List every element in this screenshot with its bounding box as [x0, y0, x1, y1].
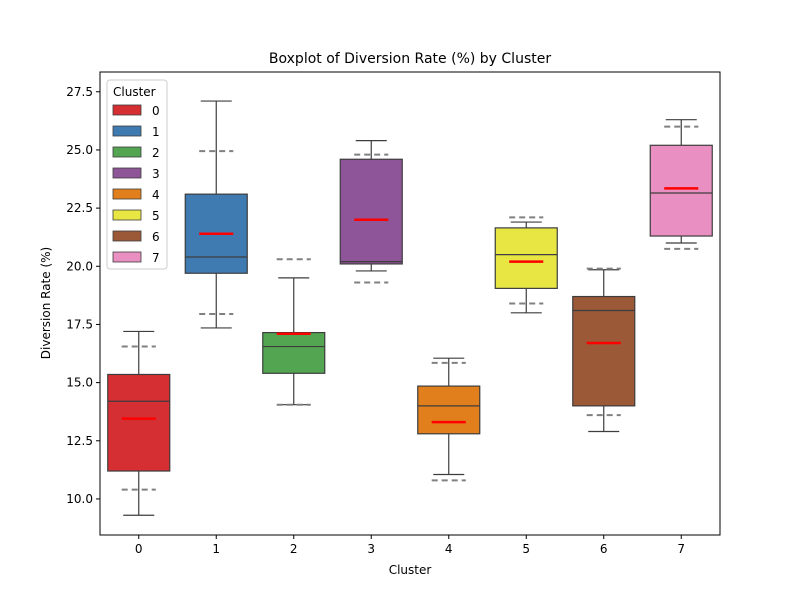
box-iqr — [262, 331, 326, 374]
box-cluster-2 — [262, 258, 326, 406]
y-tick-label: 20.0 — [66, 259, 93, 273]
y-tick-label: 17.5 — [66, 317, 93, 331]
legend-swatch-5 — [112, 209, 142, 221]
x-tick-label: 0 — [135, 542, 143, 556]
box-cluster-1 — [184, 100, 248, 329]
legend-swatch-6 — [112, 230, 142, 242]
legend-label-0: 0 — [152, 104, 160, 118]
legend-title: Cluster — [113, 85, 156, 99]
legend-label-7: 7 — [152, 251, 160, 265]
box-iqr — [339, 158, 403, 265]
x-tick-label: 3 — [367, 542, 375, 556]
legend-label-3: 3 — [152, 167, 160, 181]
y-tick-label: 22.5 — [66, 201, 93, 215]
x-tick-label: 7 — [677, 542, 685, 556]
legend-label-1: 1 — [152, 125, 160, 139]
x-axis-label: Cluster — [389, 563, 432, 577]
y-tick-label: 15.0 — [66, 376, 93, 390]
legend-swatch-3 — [112, 167, 142, 179]
plot-area: 10.0 12.5 15.0 17.5 20.0 22.5 25.0 27.5 0 1 2 3 4 5 6 7 — [66, 71, 721, 556]
box-iqr — [417, 385, 481, 435]
box-iqr — [572, 295, 636, 407]
legend-label-4: 4 — [152, 188, 160, 202]
box-iqr — [494, 227, 558, 289]
box-cluster-4 — [417, 357, 481, 482]
y-tick-label: 10.0 — [66, 492, 93, 506]
y-tick-label: 27.5 — [66, 85, 93, 99]
x-tick-label: 2 — [290, 542, 298, 556]
legend-label-5: 5 — [152, 209, 160, 223]
legend-swatch-4 — [112, 188, 142, 200]
legend-swatch-1 — [112, 125, 142, 137]
legend-label-2: 2 — [152, 146, 160, 160]
box-cluster-0 — [107, 330, 171, 516]
box-iqr — [107, 373, 171, 472]
legend-label-6: 6 — [152, 230, 160, 244]
y-axis-label: Diversion Rate (%) — [39, 247, 53, 359]
box-cluster-5 — [494, 216, 558, 314]
box-cluster-7 — [649, 119, 713, 250]
box-iqr — [649, 144, 713, 237]
x-tick-label: 5 — [522, 542, 530, 556]
plot-frame — [99, 71, 721, 536]
legend-swatch-2 — [112, 146, 142, 158]
box-cluster-6 — [572, 267, 636, 433]
x-tick-label: 4 — [445, 542, 453, 556]
x-tick-label: 1 — [212, 542, 220, 556]
legend-swatch-0 — [112, 104, 142, 116]
y-tick-label: 25.0 — [66, 143, 93, 157]
legend-swatch-7 — [112, 251, 142, 263]
legend: Cluster 0 1 2 3 4 5 6 7 — [106, 79, 168, 270]
y-tick-label: 12.5 — [66, 434, 93, 448]
box-cluster-3 — [339, 140, 403, 284]
x-tick-label: 6 — [600, 542, 608, 556]
chart-title: Boxplot of Diversion Rate (%) by Cluster — [269, 51, 551, 67]
